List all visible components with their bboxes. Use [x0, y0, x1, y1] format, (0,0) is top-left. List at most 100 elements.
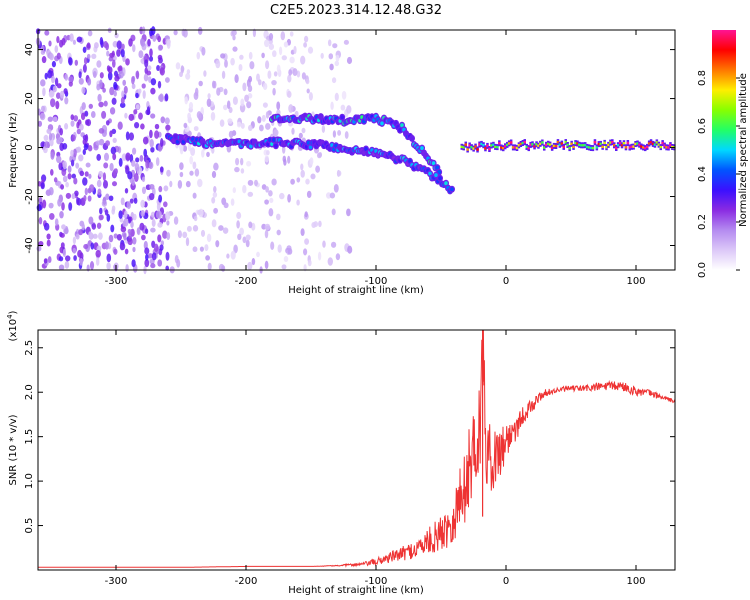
spectral-noise-mark — [106, 213, 111, 222]
spectral-noise-mark — [166, 169, 171, 177]
spectral-noise-mark — [226, 100, 231, 110]
carrier-core-mark — [548, 143, 552, 146]
spectral-noise-mark — [105, 140, 111, 147]
spectral-noise-mark — [140, 209, 145, 217]
spectral-noise-mark — [264, 229, 269, 239]
carrier-core-mark — [582, 144, 585, 147]
spectral-noise-mark — [268, 208, 274, 217]
spectral-noise-mark — [133, 109, 138, 115]
spectral-noise-mark — [92, 233, 98, 239]
spectral-noise-mark — [146, 70, 152, 76]
spectral-noise-mark — [54, 77, 59, 87]
spectral-noise-mark — [265, 122, 271, 130]
spectral-noise-mark — [105, 120, 110, 126]
spectral-noise-mark — [276, 64, 281, 74]
spectral-noise-mark — [78, 229, 83, 236]
spectral-noise-mark — [135, 104, 140, 110]
echo-core-mark — [175, 139, 180, 144]
spectral-noise-mark — [341, 90, 347, 100]
y-tick-label: 1.5 — [24, 429, 35, 445]
spectral-noise-mark — [134, 121, 140, 129]
spectral-noise-mark — [128, 132, 135, 141]
spectral-noise-mark — [242, 82, 247, 92]
spectral-noise-mark — [62, 175, 68, 183]
spectral-noise-mark — [287, 248, 293, 255]
spectral-noise-mark — [146, 106, 151, 116]
carrier-core-mark — [492, 143, 495, 146]
spectral-noise-mark — [153, 243, 159, 252]
spectral-noise-mark — [59, 210, 64, 219]
carrier-core-mark — [578, 143, 581, 146]
spectral-noise-mark — [150, 113, 156, 119]
spectral-noise-mark — [272, 87, 276, 96]
echo-core-mark — [274, 143, 278, 148]
carrier-core-mark — [576, 142, 579, 145]
spectral-noise-mark — [304, 238, 310, 245]
colorbar-gradient — [712, 30, 736, 270]
spectral-noise-mark — [49, 53, 54, 61]
spectral-noise-mark — [223, 88, 228, 96]
carrier-core-mark — [484, 147, 487, 150]
carrier-core-mark — [556, 140, 560, 144]
echo-core-mark — [438, 176, 442, 181]
spectral-noise-mark — [107, 66, 113, 74]
spectral-noise-mark — [165, 251, 170, 261]
spectral-noise-mark — [108, 195, 114, 202]
spectral-noise-mark — [75, 162, 80, 169]
spectral-noise-mark — [127, 171, 133, 180]
spectral-noise-mark — [58, 136, 63, 144]
spectral-noise-mark — [51, 60, 56, 68]
spectral-noise-mark — [327, 39, 332, 47]
spectral-noise-mark — [41, 56, 47, 64]
spectral-noise-mark — [53, 177, 58, 183]
spectral-noise-mark — [70, 114, 75, 121]
spectral-noise-mark — [155, 210, 161, 219]
carrier-core-mark — [622, 142, 626, 145]
spectral-noise-mark — [140, 123, 145, 130]
spectral-noise-mark — [187, 112, 191, 120]
spectral-noise-mark — [333, 184, 339, 193]
spectral-noise-mark — [246, 101, 252, 109]
spectral-noise-mark — [248, 75, 253, 83]
spectral-noise-mark — [97, 188, 102, 196]
carrier-core-mark — [572, 145, 575, 149]
spectral-noise-mark — [213, 80, 217, 89]
spectral-noise-mark — [132, 246, 136, 253]
spectral-noise-mark — [142, 90, 146, 99]
spectral-noise-mark — [347, 245, 353, 254]
carrier-core-mark — [476, 148, 479, 151]
spectral-noise-mark — [74, 59, 79, 66]
spectral-noise-mark — [139, 155, 144, 162]
spectral-noise-mark — [96, 60, 102, 68]
y-tick-label: 40 — [24, 43, 35, 56]
spectral-noise-mark — [72, 247, 77, 254]
spectral-noise-mark — [59, 90, 65, 99]
spectral-noise-mark — [288, 104, 294, 113]
spectral-noise-mark — [182, 28, 188, 38]
spectrogram-marks — [35, 26, 676, 275]
carrier-core-mark — [506, 143, 509, 147]
spectral-noise-mark — [306, 88, 310, 94]
spectral-noise-mark — [176, 258, 181, 268]
spectral-noise-mark — [213, 207, 219, 214]
carrier-core-mark — [574, 141, 577, 145]
spectral-noise-mark — [71, 134, 76, 142]
spectral-noise-mark — [105, 193, 110, 201]
spectral-noise-mark — [61, 202, 65, 211]
spectral-noise-mark — [169, 180, 173, 188]
spectral-noise-mark — [236, 211, 242, 220]
spectral-noise-mark — [330, 101, 334, 110]
spectral-noise-mark — [249, 61, 255, 70]
spectral-noise-mark — [211, 197, 216, 204]
spectral-noise-mark — [73, 115, 79, 122]
spectral-noise-mark — [110, 224, 115, 233]
spectral-noise-mark — [237, 233, 242, 241]
spectral-noise-mark — [72, 236, 77, 245]
spectral-noise-mark — [166, 40, 171, 49]
spectral-noise-mark — [186, 69, 191, 75]
spectral-noise-mark — [248, 124, 253, 131]
colorbar-tick-label: 0.6 — [697, 118, 708, 134]
spectral-noise-mark — [179, 162, 184, 170]
spectral-noise-mark — [88, 103, 94, 109]
